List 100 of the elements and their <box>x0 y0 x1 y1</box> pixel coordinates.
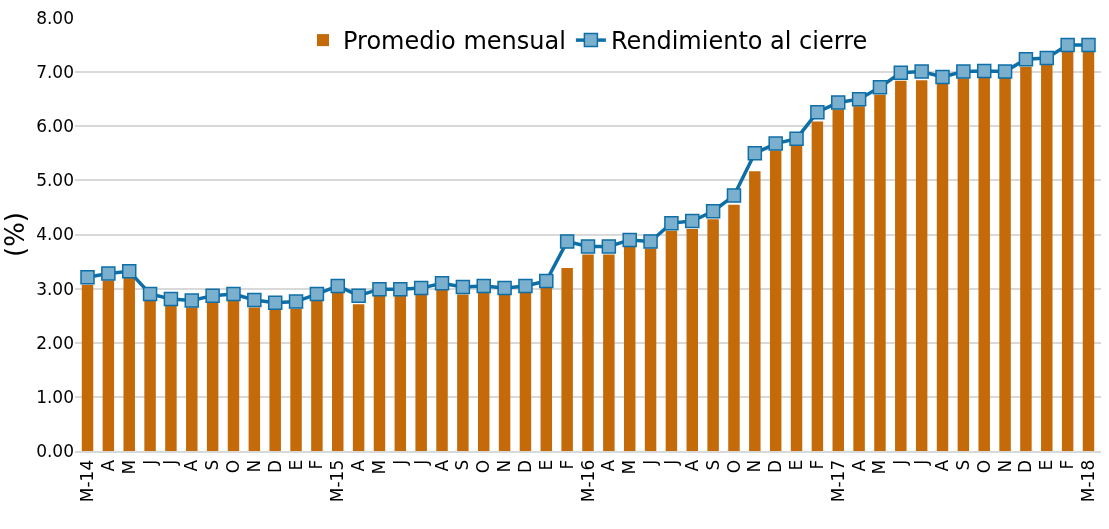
point <box>497 280 512 296</box>
x-tick-label: M-15 <box>327 459 348 503</box>
bar <box>81 284 94 451</box>
bar <box>332 291 344 451</box>
bar <box>478 291 490 451</box>
bar <box>582 254 594 451</box>
point <box>872 80 888 95</box>
x-tick-label: J <box>410 459 431 466</box>
bar <box>206 302 219 451</box>
x-tick-label: D <box>264 459 285 473</box>
point <box>476 278 491 294</box>
x-tick-label: F <box>806 459 827 470</box>
x-tick-label: N <box>994 459 1015 473</box>
x-tick-label: M-14 <box>77 459 98 503</box>
bar <box>227 300 240 451</box>
bar <box>665 230 678 451</box>
x-tick-label: A <box>181 459 202 472</box>
bar <box>603 254 615 451</box>
bar <box>895 80 907 451</box>
x-tick-label: M-16 <box>577 459 598 503</box>
point <box>455 279 471 295</box>
bar <box>290 308 302 451</box>
y-tick-label: 1.00 <box>36 386 74 407</box>
point <box>267 295 283 310</box>
legend-label: Promedio mensual <box>343 27 566 56</box>
x-tick-label: J <box>890 459 911 466</box>
bar <box>540 288 553 451</box>
x-tick-label: M-18 <box>1078 459 1099 503</box>
point <box>747 146 763 161</box>
point <box>976 63 992 79</box>
point <box>726 188 742 203</box>
x-tick-label: O <box>473 459 494 474</box>
bar <box>144 300 156 451</box>
point <box>622 232 637 248</box>
point <box>830 95 846 110</box>
point <box>1060 37 1075 53</box>
x-tick-label: A <box>97 459 118 472</box>
y-tick-label: 0.00 <box>36 440 74 461</box>
bar <box>436 289 448 451</box>
point <box>309 286 325 302</box>
point <box>1018 51 1034 67</box>
bar <box>561 268 573 451</box>
bar <box>728 204 740 451</box>
y-tick-label: 5.00 <box>36 170 74 191</box>
point <box>413 280 429 296</box>
x-tick-label: J <box>139 459 160 466</box>
x-tick-label: E <box>535 459 556 471</box>
point <box>705 203 721 219</box>
bar <box>1082 52 1095 451</box>
bar <box>1041 65 1053 451</box>
x-tick-label: J <box>911 459 932 466</box>
bar <box>936 83 949 451</box>
x-tick-label: D <box>1015 459 1036 473</box>
x-tick-label: N <box>494 459 515 473</box>
bar <box>623 246 636 451</box>
point <box>518 278 533 294</box>
point <box>1081 37 1096 53</box>
x-tick-label: O <box>723 459 744 474</box>
x-tick-label: D <box>514 459 535 473</box>
x-tick-label: O <box>973 459 994 474</box>
point <box>121 264 137 279</box>
x-tick-label: F <box>556 459 577 470</box>
x-tick-label: A <box>431 459 452 472</box>
point <box>789 131 804 146</box>
point <box>330 278 346 294</box>
point <box>434 275 450 291</box>
x-tick-label: E <box>285 459 306 471</box>
x-tick-label: A <box>932 459 953 472</box>
bar <box>790 145 803 451</box>
y-axis-title: (%) <box>0 212 30 257</box>
bar <box>811 121 824 451</box>
bar <box>186 307 198 451</box>
x-tick-label: J <box>660 459 681 466</box>
bar <box>749 171 761 451</box>
point <box>851 91 867 107</box>
x-tick-label: J <box>640 459 661 466</box>
x-tick-label: M <box>118 459 139 475</box>
y-tick-label: 4.00 <box>36 224 74 245</box>
x-tick-label: M <box>869 459 890 475</box>
y-tick-label: 2.00 <box>36 332 74 353</box>
point <box>580 239 596 254</box>
x-tick-label: M <box>619 459 640 475</box>
bar <box>352 304 365 451</box>
bar <box>123 276 135 451</box>
y-tick-label: 8.00 <box>36 7 74 28</box>
point <box>810 104 825 120</box>
y-tick-label: 3.00 <box>36 278 74 299</box>
bar <box>248 307 261 451</box>
point <box>956 64 971 79</box>
x-tick-label: A <box>681 459 702 472</box>
point <box>247 292 262 308</box>
y-tick-label: 6.00 <box>36 116 74 137</box>
x-tick-label: S <box>952 459 973 471</box>
x-tick-label: A <box>348 459 369 472</box>
x-tick-label: J <box>160 459 181 466</box>
point <box>351 288 366 303</box>
bar <box>311 300 323 451</box>
point <box>393 281 408 297</box>
bar <box>769 150 782 451</box>
bar <box>415 294 427 451</box>
